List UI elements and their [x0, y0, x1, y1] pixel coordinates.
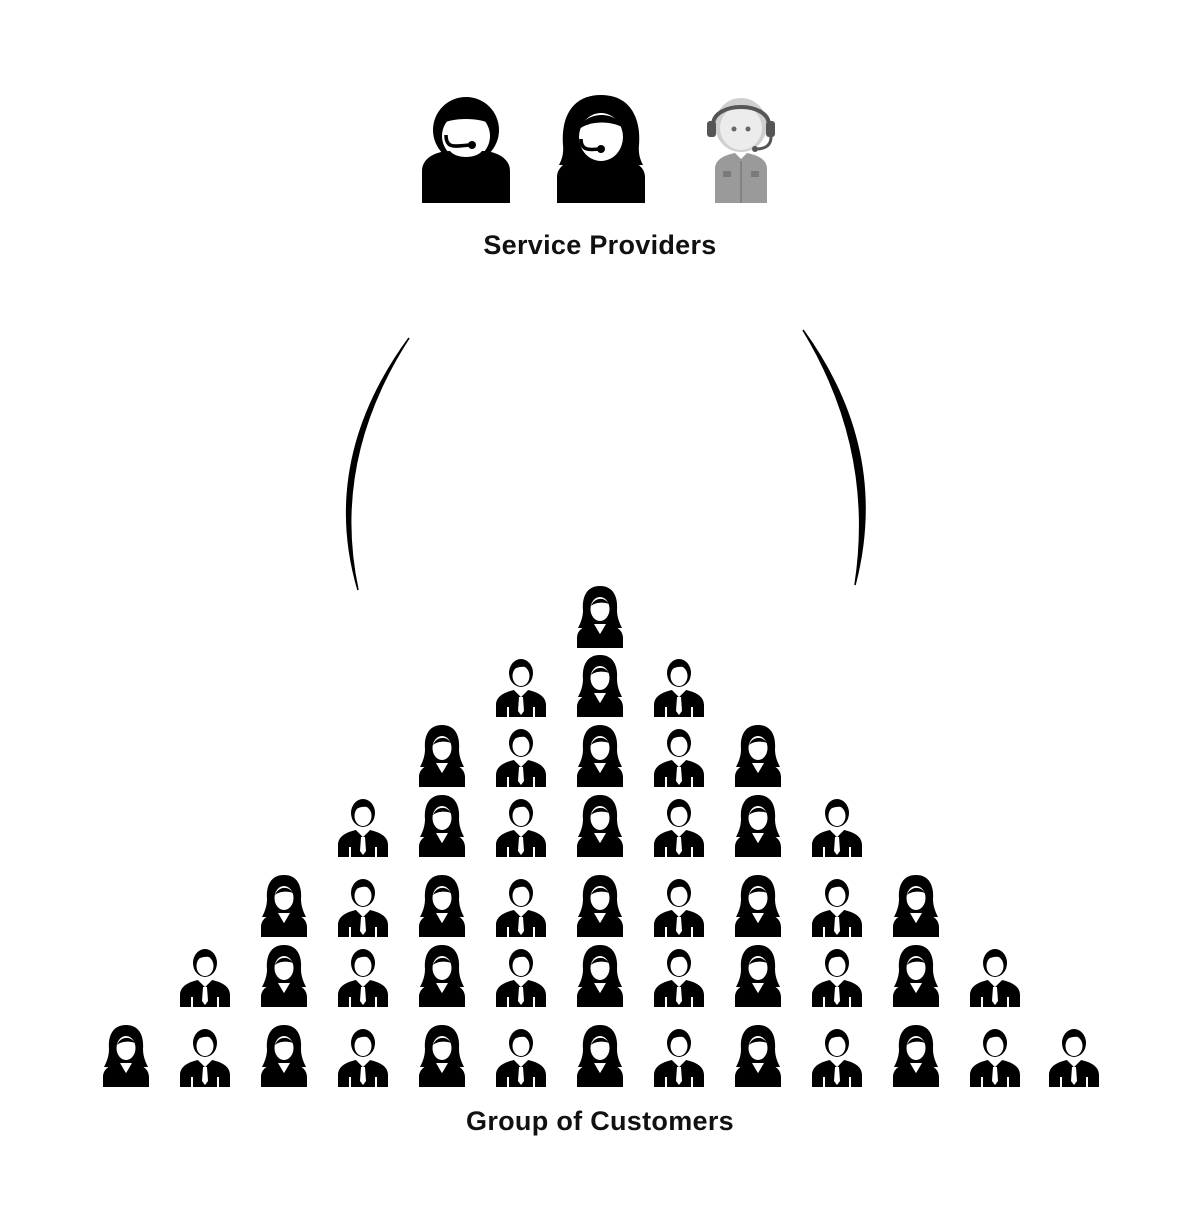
service-providers-label: Service Providers: [483, 230, 717, 260]
male-customer-icon: [496, 729, 546, 787]
male-customer-icon: [812, 799, 862, 857]
support-robot-headset-icon: [707, 98, 775, 203]
female-customer-icon: [261, 875, 307, 937]
male-customer-icon: [1049, 1029, 1099, 1087]
male-customer-icon: [654, 729, 704, 787]
customers-crowd: [103, 586, 1099, 1087]
female-customer-icon: [419, 1025, 465, 1087]
female-customer-icon: [577, 795, 623, 857]
male-customer-icon: [338, 799, 388, 857]
male-customer-icon: [338, 1029, 388, 1087]
male-customer-icon: [970, 1029, 1020, 1087]
female-customer-icon: [893, 875, 939, 937]
left-arc: [345, 337, 410, 591]
male-customer-icon: [654, 659, 704, 717]
female-customer-icon: [577, 875, 623, 937]
female-customer-icon: [419, 795, 465, 857]
male-customer-icon: [654, 799, 704, 857]
right-arc: [802, 329, 866, 586]
female-customer-icon: [735, 945, 781, 1007]
female-customer-icon: [261, 1025, 307, 1087]
male-customer-icon: [812, 1029, 862, 1087]
female-customer-icon: [735, 875, 781, 937]
male-customer-icon: [812, 879, 862, 937]
connection-arcs: [345, 329, 866, 591]
female-customer-icon: [419, 875, 465, 937]
male-customer-icon: [970, 949, 1020, 1007]
male-agent-headset-icon: [422, 97, 510, 203]
male-customer-icon: [654, 879, 704, 937]
male-customer-icon: [180, 1029, 230, 1087]
male-customer-icon: [496, 949, 546, 1007]
female-customer-icon: [735, 795, 781, 857]
male-customer-icon: [654, 949, 704, 1007]
male-customer-icon: [496, 879, 546, 937]
female-customer-icon: [577, 725, 623, 787]
female-customer-icon: [735, 725, 781, 787]
female-customer-icon: [577, 655, 623, 717]
male-customer-icon: [338, 879, 388, 937]
female-customer-icon: [419, 725, 465, 787]
male-customer-icon: [180, 949, 230, 1007]
female-customer-icon: [893, 945, 939, 1007]
male-customer-icon: [654, 1029, 704, 1087]
female-customer-icon: [419, 945, 465, 1007]
male-customer-icon: [812, 949, 862, 1007]
female-customer-icon: [735, 1025, 781, 1087]
group-of-customers-label: Group of Customers: [466, 1106, 734, 1136]
service-providers-group: [422, 95, 775, 203]
male-customer-icon: [496, 659, 546, 717]
female-customer-icon: [103, 1025, 149, 1087]
female-customer-icon: [893, 1025, 939, 1087]
male-customer-icon: [338, 949, 388, 1007]
female-customer-icon: [577, 1025, 623, 1087]
female-customer-icon: [577, 945, 623, 1007]
male-customer-icon: [496, 1029, 546, 1087]
female-agent-headset-icon: [557, 95, 645, 203]
male-customer-icon: [496, 799, 546, 857]
female-customer-icon: [261, 945, 307, 1007]
female-customer-icon: [577, 586, 623, 648]
